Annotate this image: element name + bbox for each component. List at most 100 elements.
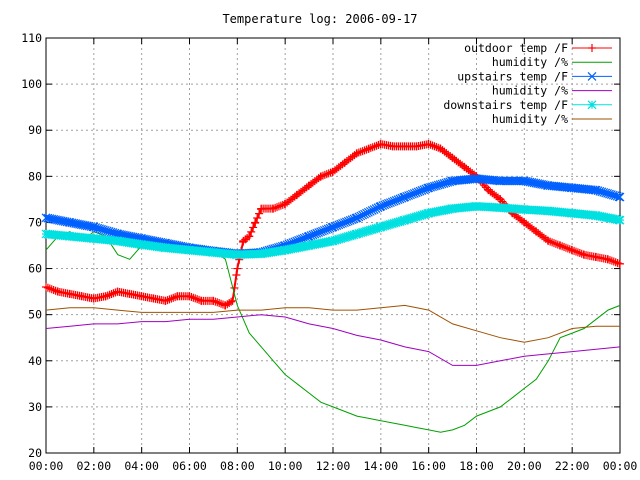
y-tick-label: 70 xyxy=(28,215,42,229)
series-humidity-3 xyxy=(45,314,621,366)
data-point xyxy=(428,141,437,150)
legend-marker xyxy=(588,44,596,52)
axes: 20 30 40 50 60 70 80 90 100 110 00:00 02:00 04:00 06:… xyxy=(21,31,637,473)
data-point xyxy=(551,239,560,248)
data-point xyxy=(109,289,118,298)
x-tick-label: 16:00 xyxy=(411,459,446,473)
series-line xyxy=(45,231,621,433)
data-point xyxy=(213,298,222,307)
data-point xyxy=(571,247,580,256)
data-point xyxy=(185,292,194,301)
data-point xyxy=(573,248,582,257)
data-point xyxy=(165,295,174,304)
x-tick-label: 04:00 xyxy=(124,459,159,473)
data-point xyxy=(253,214,262,223)
data-point xyxy=(105,290,114,299)
data-point xyxy=(320,170,329,179)
series-humidity-5 xyxy=(45,304,620,343)
data-point xyxy=(233,264,242,273)
x-tick-label: 00:00 xyxy=(603,459,638,473)
y-tick-label: 60 xyxy=(28,262,42,276)
data-point xyxy=(563,244,572,253)
legend-item: humidity /% xyxy=(492,112,612,126)
data-point xyxy=(215,299,224,308)
y-tick-label: 20 xyxy=(28,446,42,460)
x-tick-label: 00:00 xyxy=(29,459,64,473)
legend-label: humidity /% xyxy=(492,112,568,126)
data-point xyxy=(322,170,331,179)
data-point xyxy=(568,246,577,255)
data-point xyxy=(612,191,622,201)
data-point xyxy=(546,237,555,246)
data-point xyxy=(560,242,569,251)
legend-marker xyxy=(587,71,597,81)
data-point xyxy=(605,256,614,265)
series-markers xyxy=(41,201,625,260)
y-tick-label: 40 xyxy=(28,354,42,368)
series-markers xyxy=(42,140,624,310)
data-point xyxy=(364,144,373,153)
data-point xyxy=(227,297,236,306)
x-tick-label: 14:00 xyxy=(364,459,399,473)
legend-item: outdoor temp /F xyxy=(464,41,612,55)
data-point xyxy=(558,242,567,251)
data-point xyxy=(426,140,435,149)
data-point xyxy=(245,232,254,241)
data-point xyxy=(354,148,363,157)
data-point xyxy=(209,296,218,305)
data-point xyxy=(211,297,220,306)
data-point xyxy=(352,149,361,158)
data-point xyxy=(274,202,283,211)
data-point xyxy=(324,169,333,178)
series-line xyxy=(45,314,621,366)
data-point xyxy=(247,227,256,236)
data-point xyxy=(575,249,584,258)
y-tick-label: 80 xyxy=(28,169,42,183)
data-point xyxy=(358,147,367,156)
data-point xyxy=(251,218,260,227)
grid xyxy=(46,38,620,453)
y-tick-label: 50 xyxy=(28,308,42,322)
data-point xyxy=(169,293,178,302)
data-point xyxy=(103,291,112,300)
legend-item: humidity /% xyxy=(492,55,612,69)
data-point xyxy=(360,146,369,155)
data-point xyxy=(317,172,326,181)
data-point xyxy=(549,239,558,248)
legend-label: humidity /% xyxy=(492,55,568,69)
series-lines xyxy=(41,140,625,433)
data-point xyxy=(101,292,110,301)
chart-title: Temperature log: 2006-09-17 xyxy=(222,12,417,26)
data-point xyxy=(373,203,383,213)
data-point xyxy=(228,296,237,305)
data-point xyxy=(615,215,625,225)
data-point xyxy=(616,259,624,268)
data-point xyxy=(271,203,280,212)
data-point xyxy=(570,246,579,255)
data-point xyxy=(43,283,52,292)
data-point xyxy=(548,238,557,247)
data-point xyxy=(430,142,439,151)
x-tick-label: 22:00 xyxy=(555,459,590,473)
legend-item: upstairs temp /F xyxy=(457,69,612,83)
series-downstairs-temp-f-4 xyxy=(41,201,625,260)
data-point xyxy=(604,255,613,264)
data-point xyxy=(230,283,239,292)
y-tick-label: 30 xyxy=(28,400,42,414)
data-point xyxy=(421,184,431,194)
x-tick-label: 02:00 xyxy=(77,459,112,473)
data-point xyxy=(372,141,381,150)
data-point xyxy=(273,203,282,212)
x-tick-label: 18:00 xyxy=(459,459,494,473)
x-tick-label: 06:00 xyxy=(172,459,207,473)
series-line xyxy=(45,304,620,343)
data-point xyxy=(424,140,433,149)
data-point xyxy=(49,285,58,294)
data-point xyxy=(45,284,54,293)
data-point xyxy=(269,204,278,213)
x-tick-label: 12:00 xyxy=(316,459,351,473)
data-point xyxy=(432,143,441,152)
data-point xyxy=(301,232,311,242)
data-point xyxy=(276,201,285,210)
